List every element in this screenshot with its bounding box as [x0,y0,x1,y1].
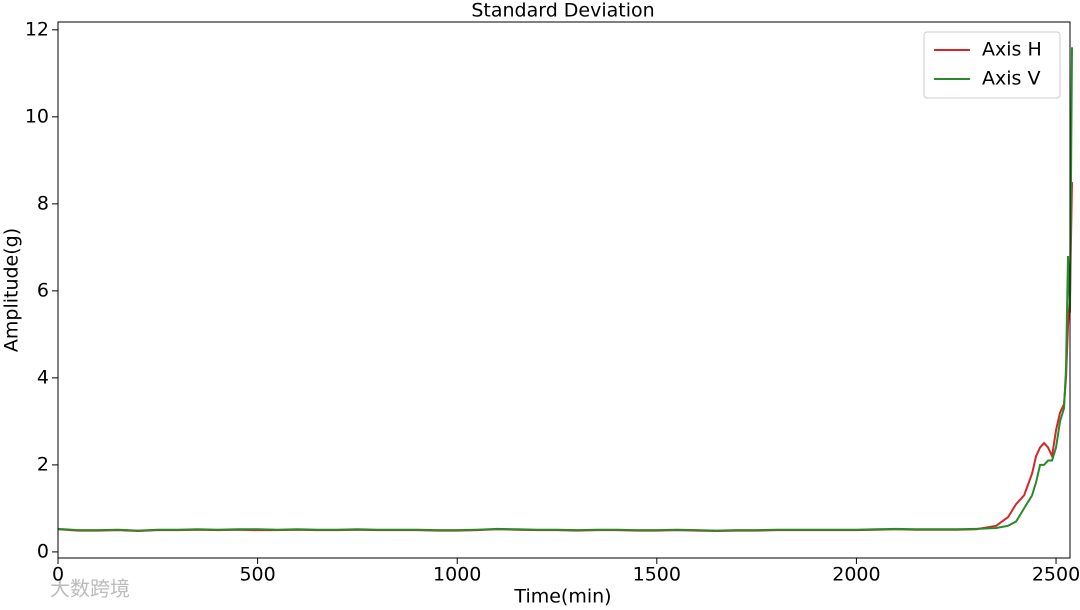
x-tick-label: 0 [52,564,64,586]
x-tick-label: 2000 [832,564,880,586]
legend-label: Axis H [982,39,1042,61]
legend-label: Axis V [982,68,1040,90]
y-axis-label: Amplitude(g) [1,228,23,352]
x-tick-label: 500 [239,564,275,586]
watermark: 大数跨境 [50,577,130,601]
line-series [57,47,1073,532]
y-tick-label: 6 [37,279,49,301]
y-tick-label: 12 [25,18,49,40]
x-tick-label: 1000 [433,564,481,586]
plot-frame [57,21,1071,559]
y-tick-label: 0 [37,540,49,562]
y-tick-label: 10 [25,105,49,127]
legend-box [923,31,1061,99]
y-tick-label: 4 [37,366,49,388]
y-tick-label: 8 [37,192,49,214]
line-series [57,182,1073,533]
x-tick-label: 2500 [1032,564,1080,586]
x-tick-label: 1500 [633,564,681,586]
chart-title: Standard Deviation [471,0,654,22]
x-axis-label: Time(min) [513,586,611,608]
y-tick-label: 2 [37,453,49,475]
